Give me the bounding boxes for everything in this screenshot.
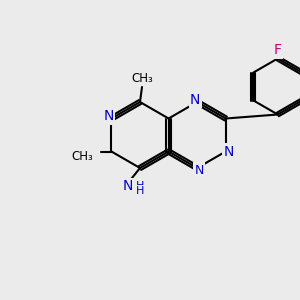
Text: CH₃: CH₃ — [72, 150, 93, 163]
Text: N: N — [103, 110, 114, 124]
Text: H: H — [136, 181, 144, 191]
Text: H: H — [136, 186, 144, 196]
Text: N: N — [123, 179, 133, 193]
Text: N: N — [194, 164, 204, 176]
Text: N: N — [224, 145, 234, 158]
Text: F: F — [274, 44, 282, 58]
Text: N: N — [190, 93, 200, 107]
Text: CH₃: CH₃ — [131, 72, 153, 85]
